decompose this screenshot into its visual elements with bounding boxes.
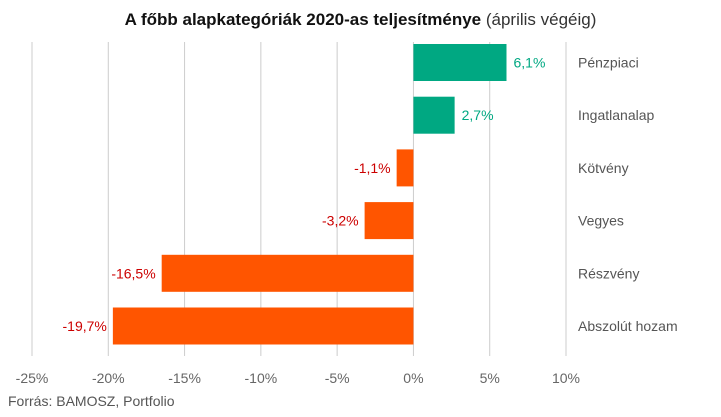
chart-title-main: A főbb alapkategóriák 2020-as teljesítmé… bbox=[124, 10, 482, 29]
x-tick-label: -5% bbox=[325, 370, 350, 386]
x-tick-label: -10% bbox=[245, 370, 278, 386]
data-label: 6,1% bbox=[513, 55, 545, 71]
category-label: Ingatlanalap bbox=[578, 107, 655, 123]
bar bbox=[364, 202, 414, 240]
x-tick-label: 10% bbox=[552, 370, 580, 386]
category-label: Kötvény bbox=[578, 160, 629, 176]
bar bbox=[161, 254, 414, 292]
x-tick-label: 5% bbox=[480, 370, 500, 386]
category-label: Részvény bbox=[578, 265, 639, 281]
chart-title: A főbb alapkategóriák 2020-as teljesítmé… bbox=[0, 10, 721, 30]
data-label: -16,5% bbox=[111, 265, 155, 281]
category-label: Vegyes bbox=[578, 213, 624, 229]
data-label: -19,7% bbox=[63, 318, 107, 334]
bar bbox=[413, 96, 455, 134]
x-tick-label: 0% bbox=[403, 370, 423, 386]
bar bbox=[396, 149, 414, 187]
data-label: -1,1% bbox=[354, 160, 391, 176]
category-label: Pénzpiaci bbox=[578, 55, 639, 71]
source-note: Forrás: BAMOSZ, Portfolio bbox=[8, 393, 175, 409]
chart-title-sub: (április végéig) bbox=[485, 10, 597, 29]
data-label: 2,7% bbox=[462, 107, 494, 123]
x-tick-label: -15% bbox=[168, 370, 201, 386]
data-label: -3,2% bbox=[322, 213, 359, 229]
x-tick-label: -20% bbox=[92, 370, 125, 386]
x-tick-label: -25% bbox=[16, 370, 49, 386]
bar bbox=[112, 307, 414, 345]
bar bbox=[413, 44, 507, 81]
category-label: Abszolút hozam bbox=[578, 318, 678, 334]
